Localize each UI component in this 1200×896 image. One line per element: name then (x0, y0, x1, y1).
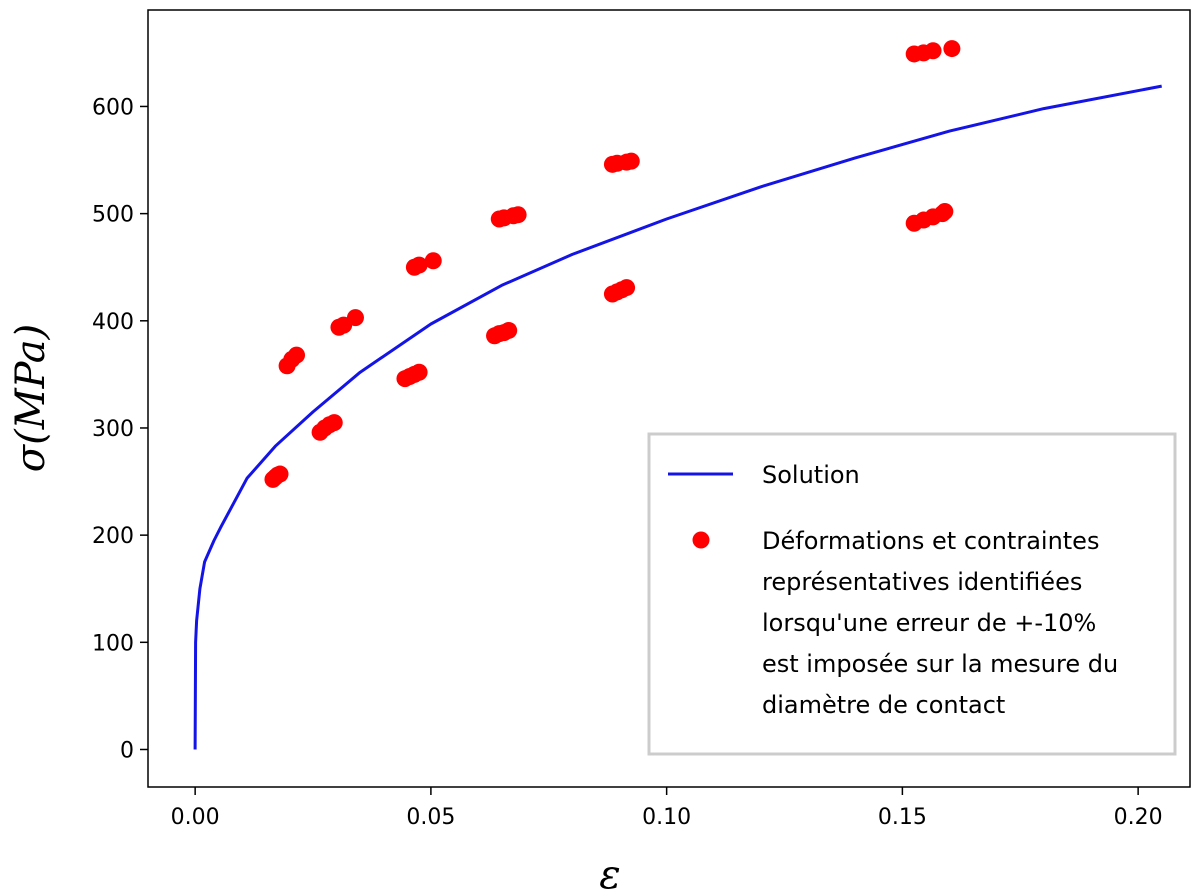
y-tick-label: 600 (92, 95, 134, 120)
data-point (936, 202, 954, 220)
y-tick-label: 0 (120, 738, 134, 763)
legend-label-scatter-line-3: lorsqu'une erreur de +-10% (762, 609, 1096, 637)
x-axis-title: ε (599, 852, 620, 896)
series-layer (193, 40, 1162, 750)
x-tick-label: 0.05 (406, 805, 455, 830)
data-point (943, 40, 961, 58)
x-axis-ticks: 0.00 0.05 0.10 0.15 0.20 (171, 787, 1163, 830)
data-point (410, 363, 428, 381)
x-tick-label: 0.15 (878, 805, 927, 830)
y-axis-title: σ(MPa) (8, 324, 54, 472)
legend-dot-swatch (692, 531, 710, 549)
legend-label-scatter-line-4: est imposée sur la mesure du (762, 650, 1118, 678)
data-point (622, 152, 640, 170)
legend-label-scatter-line-1: Déformations et contraintes (762, 527, 1099, 555)
y-tick-label: 100 (92, 631, 134, 656)
data-point (410, 256, 428, 274)
data-point (424, 252, 442, 270)
solution-curve (193, 84, 1162, 750)
y-tick-label: 200 (92, 524, 134, 549)
data-point (924, 42, 942, 60)
y-tick-label: 500 (92, 203, 134, 228)
legend: Solution Déformations et contraintes rep… (647, 432, 1177, 756)
data-point (500, 321, 518, 339)
data-point (509, 206, 527, 224)
data-point (618, 279, 636, 297)
data-point (346, 309, 364, 327)
x-tick-label: 0.00 (171, 805, 220, 830)
legend-label-scatter-line-2: représentatives identifiées (762, 568, 1082, 596)
legend-box (647, 432, 1177, 756)
x-tick-label: 0.10 (642, 805, 691, 830)
y-axis-ticks: 0 100 200 300 400 500 600 (92, 95, 148, 763)
legend-label-scatter-line-5: diamètre de contact (762, 691, 1005, 719)
x-tick-label: 0.20 (1114, 805, 1163, 830)
data-point (271, 465, 289, 483)
legend-label-solution: Solution (762, 461, 860, 489)
data-point (325, 414, 343, 432)
y-tick-label: 300 (92, 417, 134, 442)
data-point (288, 346, 306, 364)
y-tick-label: 400 (92, 310, 134, 335)
